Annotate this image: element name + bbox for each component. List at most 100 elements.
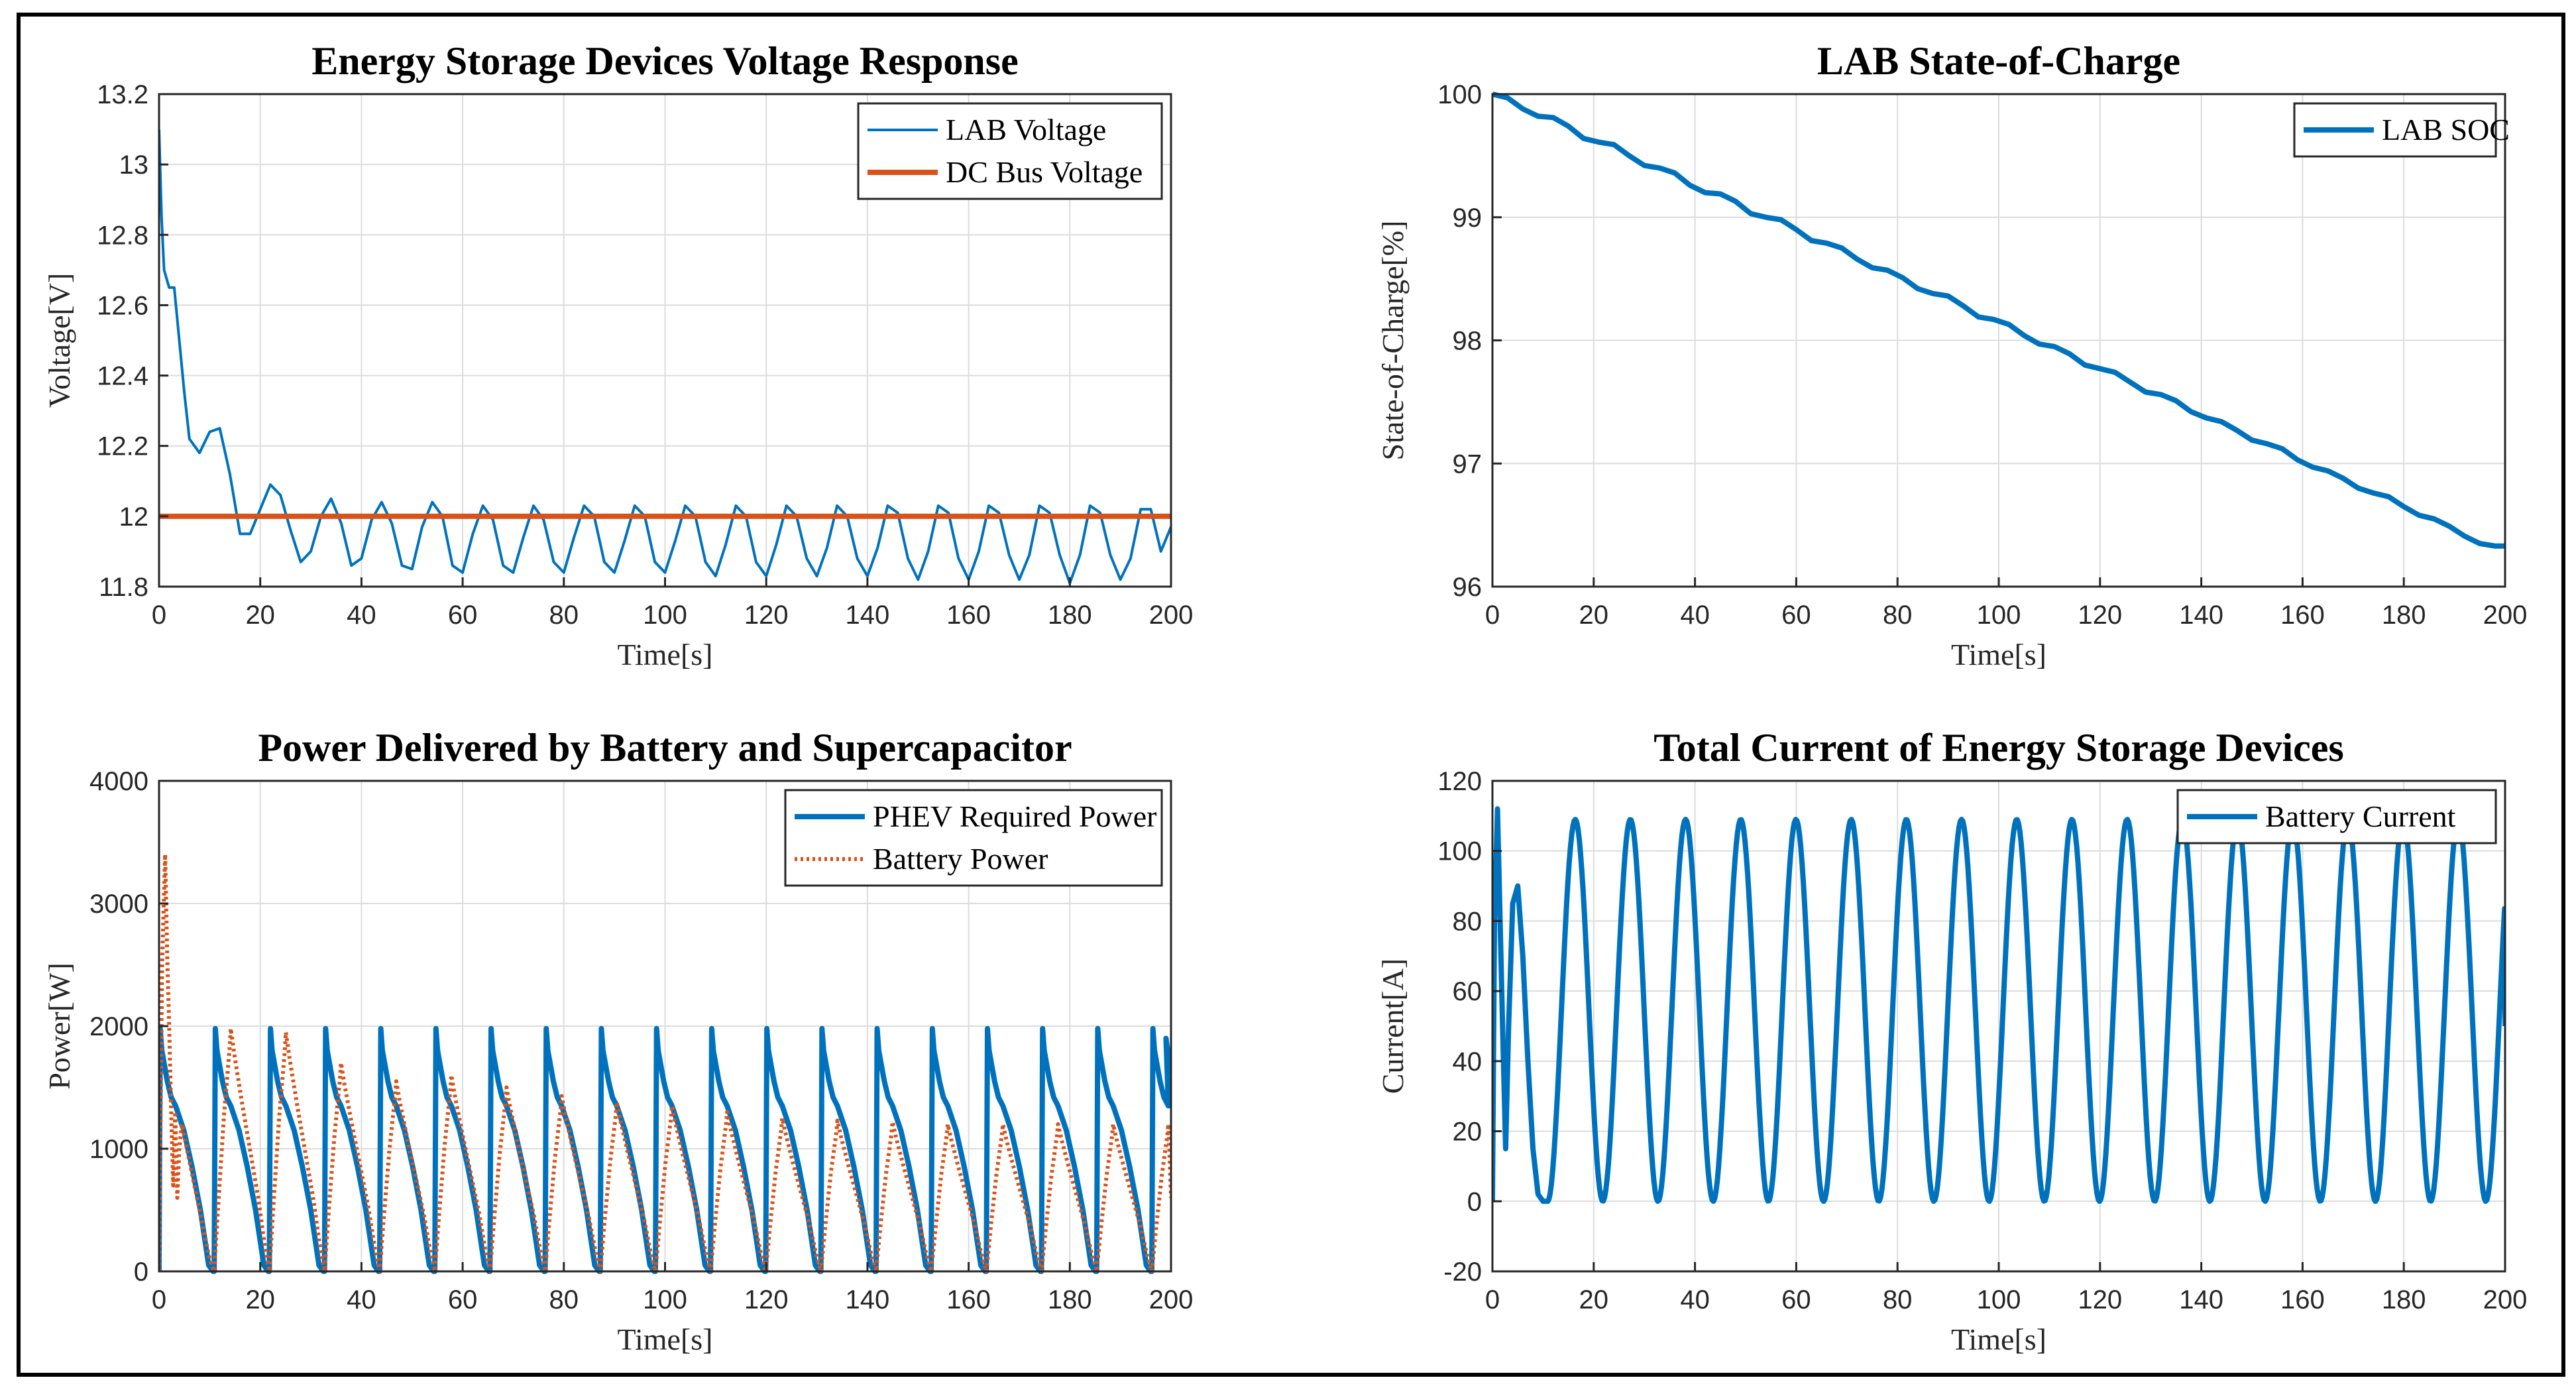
x-tick-label: 20 xyxy=(245,1285,275,1314)
y-tick-label: 120 xyxy=(1437,767,1482,796)
series-group xyxy=(1492,91,2505,549)
y-tick-label: 12.6 xyxy=(97,291,148,320)
chart-3: 0 20 40 60 80 100 120 140 160 180 2000100020003000… xyxy=(42,726,1193,1356)
x-tick-label: 160 xyxy=(946,601,991,630)
legend: PHEV Required Power Battery Power xyxy=(784,789,1163,887)
chart-title: LAB State-of-Charge xyxy=(1817,39,2180,83)
chart-1: 0 20 40 60 80 100 120 140 160 180 200 11.8 12 12.2 12.… xyxy=(42,39,1193,671)
x-tick-label: 20 xyxy=(1579,601,1609,630)
y-tick-label: 100 xyxy=(1437,837,1482,866)
x-tick-label: 60 xyxy=(1781,1285,1811,1314)
y-tick-label: 0 xyxy=(1467,1187,1482,1216)
y-tick-label: 4000 xyxy=(89,767,148,796)
x-tick-label: 200 xyxy=(2483,601,2528,630)
series-line-lab-voltage xyxy=(159,129,1171,585)
series-line-phev-required-power xyxy=(159,1025,1171,1274)
x-tick-label: 160 xyxy=(2280,1285,2325,1314)
x-tick-label: 120 xyxy=(744,601,789,630)
x-tick-label: 180 xyxy=(1048,601,1092,630)
legend-label: DC Bus Voltage xyxy=(946,155,1143,189)
x-tick-label: 140 xyxy=(846,601,890,630)
y-tick-label: 12.4 xyxy=(97,362,148,391)
y-tick-label: 12.8 xyxy=(97,221,148,250)
chart-4: 0 20 40 60 80 100 120 140 160 180 200-200204060801… xyxy=(1376,726,2527,1356)
x-tick-label: 20 xyxy=(1579,1285,1609,1314)
x-tick-label: 160 xyxy=(946,1285,991,1314)
legend: LAB Voltage DC Bus Voltage xyxy=(857,102,1163,200)
legend-label: LAB SOC xyxy=(2382,113,2510,146)
x-axis-label: Time[s] xyxy=(1951,1322,2046,1356)
x-tick-label: 100 xyxy=(643,601,687,630)
legend-box xyxy=(784,789,1163,887)
y-tick-label: 11.8 xyxy=(99,573,148,602)
y-tick-label: 20 xyxy=(1453,1118,1483,1147)
legend-label: Battery Power xyxy=(873,842,1048,876)
x-tick-label: 180 xyxy=(1048,1285,1092,1314)
series-group xyxy=(159,852,1171,1274)
y-tick-label: 12 xyxy=(119,502,149,532)
series-line-battery-power xyxy=(159,852,1171,1273)
legend-label: PHEV Required Power xyxy=(873,799,1156,833)
x-tick-label: 160 xyxy=(2280,601,2325,630)
y-tick-label: 60 xyxy=(1453,977,1483,1006)
x-tick-label: 120 xyxy=(744,1285,789,1314)
y-tick-label: 96 xyxy=(1453,573,1483,602)
legend-label: Battery Current xyxy=(2265,799,2456,833)
x-tick-label: 60 xyxy=(448,1285,478,1314)
x-tick-label: 180 xyxy=(2382,601,2426,630)
y-tick-label: 98 xyxy=(1453,327,1483,356)
x-axis-label: Time[s] xyxy=(618,1322,713,1356)
series-line-lab-soc xyxy=(1492,91,2505,549)
x-tick-label: 0 xyxy=(1485,1285,1500,1314)
x-tick-label: 200 xyxy=(1149,601,1194,630)
chart-title: Total Current of Energy Storage Devices xyxy=(1653,726,2344,770)
legend: Battery Current xyxy=(2176,789,2497,844)
y-axis-label: Power[W] xyxy=(42,962,76,1090)
x-tick-label: 200 xyxy=(1149,1285,1194,1314)
y-axis-label: State-of-Charge[%] xyxy=(1376,221,1410,461)
x-tick-label: 100 xyxy=(1977,601,2021,630)
y-tick-label: 0 xyxy=(134,1257,148,1287)
x-tick-label: 100 xyxy=(1977,1285,2021,1314)
y-tick-label: 3000 xyxy=(89,890,148,919)
x-tick-label: 60 xyxy=(1781,601,1811,630)
x-tick-label: 0 xyxy=(1485,601,1500,630)
y-tick-label: 80 xyxy=(1453,907,1483,936)
legend-box xyxy=(857,102,1163,200)
legend: LAB SOC xyxy=(2293,102,2510,158)
x-tick-label: 120 xyxy=(2078,601,2122,630)
y-tick-label: 100 xyxy=(1437,80,1482,109)
series-group xyxy=(159,129,1171,585)
x-tick-label: 40 xyxy=(1680,1285,1710,1314)
y-tick-label: 13.2 xyxy=(97,80,148,109)
x-tick-label: 80 xyxy=(549,1285,579,1314)
chart-title: Power Delivered by Battery and Supercapa… xyxy=(258,726,1072,770)
x-tick-label: 80 xyxy=(1883,1285,1913,1314)
y-tick-label: 99 xyxy=(1453,203,1483,233)
x-tick-label: 40 xyxy=(347,601,376,630)
x-tick-label: 40 xyxy=(347,1285,376,1314)
chart-2: 0 20 40 60 80 100 120 140 160 180 200 96 97 98 99 100 LA… xyxy=(1376,39,2527,671)
x-tick-label: 80 xyxy=(1883,601,1913,630)
x-tick-label: 140 xyxy=(2179,1285,2223,1314)
x-tick-label: 100 xyxy=(643,1285,687,1314)
y-tick-label: 1000 xyxy=(89,1135,148,1164)
y-tick-label: 97 xyxy=(1453,449,1483,479)
y-tick-label: 40 xyxy=(1453,1047,1483,1076)
x-tick-label: 0 xyxy=(152,1285,166,1314)
x-axis-label: Time[s] xyxy=(618,638,713,671)
x-tick-label: 180 xyxy=(2382,1285,2426,1314)
x-tick-label: 60 xyxy=(448,601,478,630)
x-tick-label: 80 xyxy=(549,601,579,630)
x-tick-label: 120 xyxy=(2078,1285,2122,1314)
y-tick-label: 13 xyxy=(119,150,149,180)
x-tick-label: 140 xyxy=(2179,601,2223,630)
x-tick-label: 0 xyxy=(152,601,166,630)
y-tick-label: 2000 xyxy=(89,1012,148,1041)
x-tick-label: 200 xyxy=(2483,1285,2528,1314)
y-axis-label: Voltage[V] xyxy=(42,273,76,408)
y-tick-label: 12.2 xyxy=(97,432,148,461)
y-axis-label: Current[A] xyxy=(1376,958,1410,1094)
